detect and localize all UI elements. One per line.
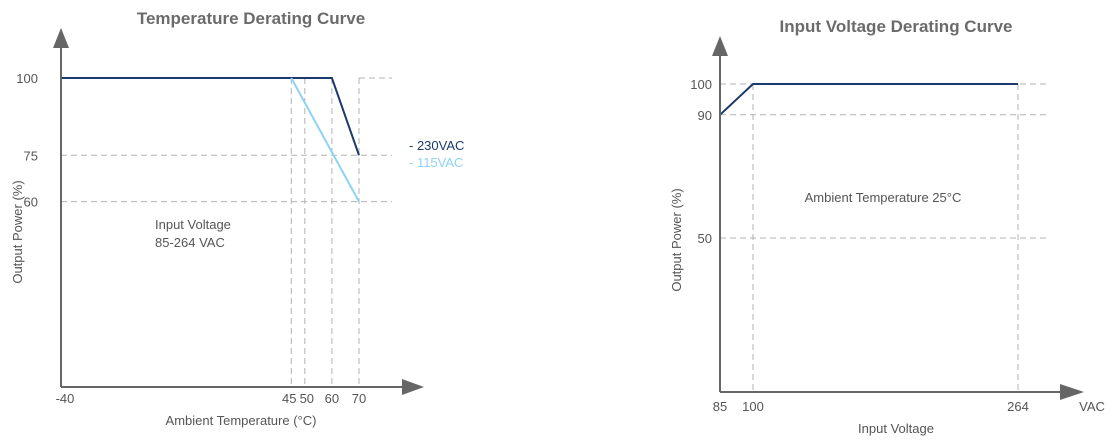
chart1-y-axis-label: Output Power (%) xyxy=(10,180,25,283)
chart1-x-axis-arrow xyxy=(402,379,424,395)
chart2-title: Input Voltage Derating Curve xyxy=(780,17,1013,36)
chart1-x-axis-label: Ambient Temperature (°C) xyxy=(166,413,317,428)
chart1-y-axis-arrow xyxy=(53,28,69,48)
chart2-ticks: 100 90 50 85 100 264 xyxy=(690,77,1029,414)
chart2-note-line-1: Ambient Temperature 25°C xyxy=(805,190,962,205)
chart2-x-tick-85: 85 xyxy=(713,399,727,414)
chart1-x-tick--40: -40 xyxy=(56,391,75,406)
chart2-x-tick-264: 264 xyxy=(1007,399,1029,414)
chart1-series-line-230VAC xyxy=(61,77,360,156)
chart1-title: Temperature Derating Curve xyxy=(137,9,365,28)
chart1-ticks: 100 75 60 -40 45 50 60 70 xyxy=(16,71,366,406)
chart1-x-tick-50: 50 xyxy=(300,391,314,406)
chart2-y-tick-50: 50 xyxy=(698,231,712,246)
chart2-y-tick-90: 90 xyxy=(698,108,712,123)
chart1-y-tick-100: 100 xyxy=(16,71,38,86)
chart1-series-line-115VAC xyxy=(290,77,360,203)
chart2-y-tick-100: 100 xyxy=(690,77,712,92)
chart1-note-line-2: 85-264 VAC xyxy=(155,235,225,250)
chart2-series xyxy=(719,83,1018,116)
chart1-x-tick-45: 45 xyxy=(282,391,296,406)
chart2-x-axis-arrow xyxy=(1060,384,1084,400)
chart2-x-unit-label: VAC xyxy=(1079,399,1105,414)
chart1-series xyxy=(61,77,360,203)
chart1-x-tick-70: 70 xyxy=(352,391,366,406)
chart2-series-line-0 xyxy=(719,83,1018,116)
chart1-x-tick-60: 60 xyxy=(325,391,339,406)
chart1-y-tick-60: 60 xyxy=(24,195,38,210)
chart2-gridlines xyxy=(720,83,1050,392)
chart1-gridlines xyxy=(61,77,392,387)
temperature-derating-chart: Temperature Derating Curve 100 75 60 -40 45 5… xyxy=(10,9,464,428)
chart1-note-line-1: Input Voltage xyxy=(155,217,231,232)
chart1-legend-115vac: - 115VAC xyxy=(409,155,463,170)
chart1-y-tick-75: 75 xyxy=(24,148,38,163)
chart2-y-axis-arrow xyxy=(712,36,728,56)
chart1-legend-230vac: - 230VAC xyxy=(409,138,464,153)
chart2-x-tick-100: 100 xyxy=(742,399,764,414)
chart2-x-axis-label: Input Voltage xyxy=(858,421,934,436)
chart2-y-axis-label: Output Power (%) xyxy=(669,188,684,291)
